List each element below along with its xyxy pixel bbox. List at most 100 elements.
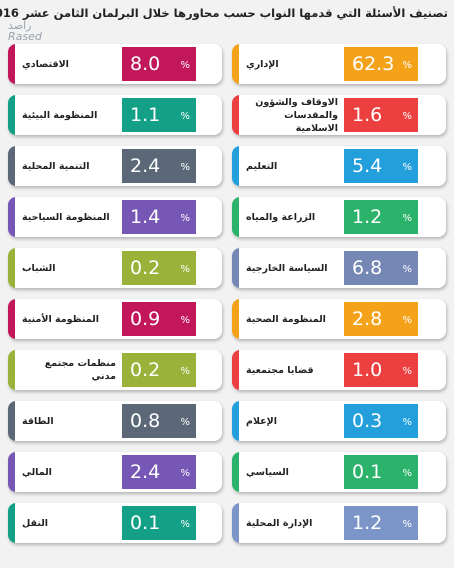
unit: % (180, 60, 190, 71)
unit: % (402, 213, 412, 224)
unit: % (180, 468, 190, 479)
value-box: 0.2% (122, 353, 196, 387)
category-card: 1.1% المنظومة البيئية (8, 95, 222, 135)
unit: % (402, 315, 412, 326)
logo-ar: راصد (8, 19, 32, 32)
value-box: 0.1% (122, 506, 196, 540)
category-label: قضايا مجتمعية (246, 364, 314, 376)
category-label: الإداري (246, 58, 279, 70)
value-box: 0.1% (344, 455, 418, 489)
color-stripe (8, 197, 15, 237)
category-label: النقل (22, 517, 49, 529)
value: 1.6 (352, 104, 383, 126)
category-card: 6.8% السياسة الخارجية (232, 248, 446, 288)
color-stripe (8, 452, 15, 492)
title: تصنيف الأسئلة التي قدمها النواب حسب محاو… (0, 6, 448, 20)
unit: % (402, 60, 412, 71)
value: 0.1 (130, 512, 161, 534)
value: 2.4 (130, 461, 161, 483)
color-stripe (232, 503, 239, 543)
value: 1.2 (352, 206, 383, 228)
category-card: 0.9% المنظومة الأمنية (8, 299, 222, 339)
unit: % (402, 519, 412, 530)
category-card: 0.8% الطاقة (8, 401, 222, 441)
value: 5.4 (352, 155, 383, 177)
value-box: 2.4% (122, 149, 196, 183)
color-stripe (8, 401, 15, 441)
value-box: 2.4% (122, 455, 196, 489)
category-card: 0.1% السياسي (232, 452, 446, 492)
category-label: التنمية المحلية (22, 160, 90, 172)
category-card: 1.0% قضايا مجتمعية (232, 350, 446, 390)
category-label: المنظومة الصحية (246, 313, 326, 325)
color-stripe (8, 146, 15, 186)
color-stripe (232, 197, 239, 237)
category-label: السياسة الخارجية (246, 262, 328, 274)
value: 8.0 (130, 53, 161, 75)
unit: % (402, 468, 412, 479)
unit: % (180, 264, 190, 275)
category-label: الطاقة (22, 415, 54, 427)
value: 2.8 (352, 308, 383, 330)
color-stripe (232, 44, 239, 84)
category-card: 0.2% الشباب (8, 248, 222, 288)
value-box: 62.3% (344, 47, 418, 81)
value: 1.0 (352, 359, 383, 381)
unit: % (180, 213, 190, 224)
category-card: 62.3% الإداري (232, 44, 446, 84)
color-stripe (232, 401, 239, 441)
color-stripe (232, 452, 239, 492)
category-label: الشباب (22, 262, 56, 274)
value: 1.1 (130, 104, 161, 126)
value-box: 0.3% (344, 404, 418, 438)
value: 0.1 (352, 461, 383, 483)
value: 62.3 (352, 53, 395, 75)
unit: % (180, 366, 190, 377)
unit: % (180, 111, 190, 122)
category-label: المالي (22, 466, 52, 478)
value-box: 0.2% (122, 251, 196, 285)
logo-en: Rased (8, 30, 42, 43)
value-box: 1.2% (344, 200, 418, 234)
color-stripe (232, 95, 239, 135)
unit: % (180, 417, 190, 428)
value: 0.2 (130, 359, 161, 381)
value-box: 0.9% (122, 302, 196, 336)
value-box: 1.1% (122, 98, 196, 132)
value: 0.2 (130, 257, 161, 279)
category-card: 1.2% الإدارة المحلية (232, 503, 446, 543)
color-stripe (232, 146, 239, 186)
color-stripe (8, 299, 15, 339)
value-box: 8.0% (122, 47, 196, 81)
value-box: 6.8% (344, 251, 418, 285)
unit: % (402, 162, 412, 173)
color-stripe (8, 95, 15, 135)
category-label: الاوقاف والشؤون والمقدسات الاسلامية (255, 96, 338, 134)
category-card: 8.0% الاقتصادي (8, 44, 222, 84)
unit: % (402, 264, 412, 275)
category-card: 0.3% الإعلام (232, 401, 446, 441)
value: 0.8 (130, 410, 161, 432)
category-label: الإدارة المحلية (246, 517, 313, 529)
unit: % (402, 111, 412, 122)
category-label: الزراعة والمياه (246, 211, 316, 223)
value: 1.2 (352, 512, 383, 534)
category-label: الاقتصادي (22, 58, 69, 70)
unit: % (180, 162, 190, 173)
value-box: 1.4% (122, 200, 196, 234)
category-label: المنظومة البيئية (22, 109, 98, 121)
value: 6.8 (352, 257, 383, 279)
category-label: التعليم (246, 160, 278, 172)
category-card: 5.4% التعليم (232, 146, 446, 186)
value: 1.4 (130, 206, 161, 228)
unit: % (402, 417, 412, 428)
value: 0.3 (352, 410, 383, 432)
value-box: 1.0% (344, 353, 418, 387)
value-box: 1.2% (344, 506, 418, 540)
value-box: 2.8% (344, 302, 418, 336)
value: 2.4 (130, 155, 161, 177)
color-stripe (232, 350, 239, 390)
category-label: منظمات مجتمع مدني (44, 358, 116, 382)
unit: % (402, 366, 412, 377)
